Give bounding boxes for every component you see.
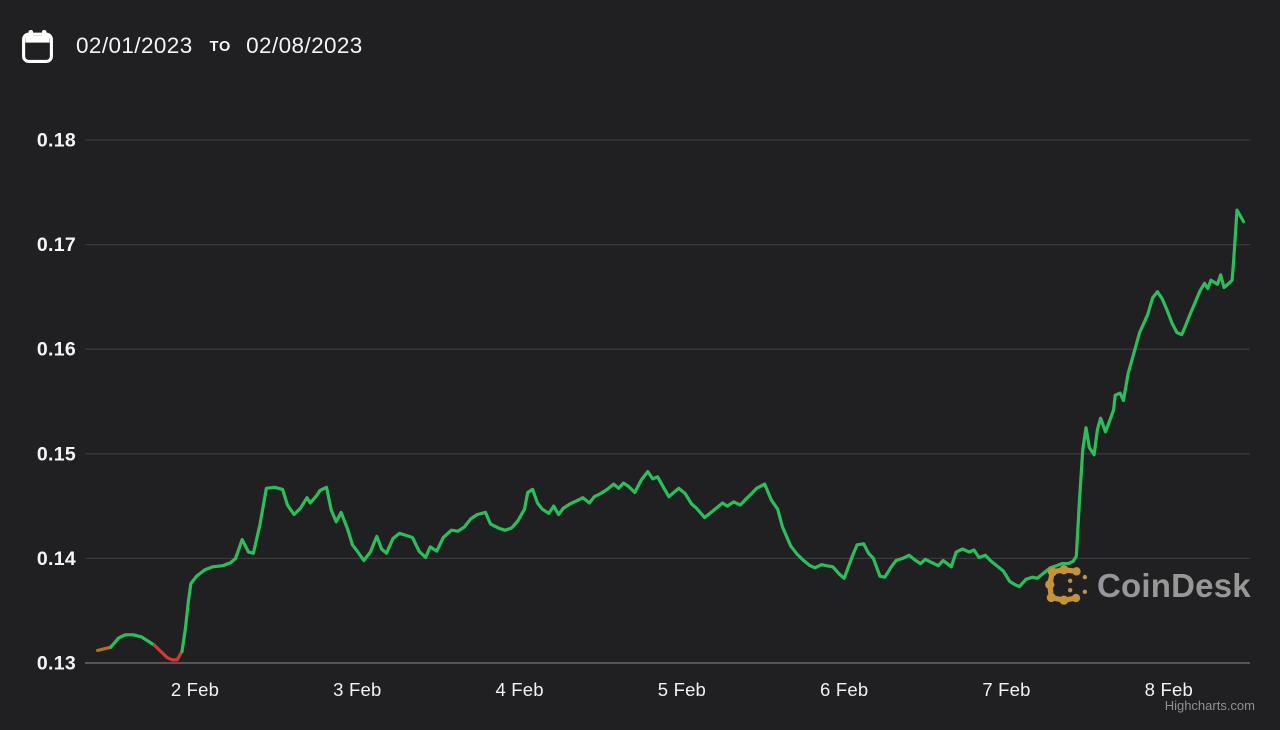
date-to[interactable]: 02/08/2023	[246, 33, 363, 58]
coindesk-logo-icon	[1045, 565, 1088, 605]
calendar-icon	[22, 29, 53, 63]
price-line-segment	[180, 208, 1246, 654]
y-axis-label: 0.15	[37, 443, 76, 465]
y-axis-label: 0.13	[37, 653, 76, 675]
date-range-separator: TO	[209, 39, 232, 55]
x-axis-label: 7 Feb	[982, 679, 1030, 700]
price-line-segment	[95, 645, 113, 653]
price-line-segment	[152, 643, 184, 662]
y-axis-label: 0.16	[37, 339, 76, 361]
y-axis-label: 0.17	[37, 234, 76, 256]
coindesk-watermark: CoinDesk	[1044, 563, 1251, 608]
x-axis-label: 8 Feb	[1145, 679, 1193, 700]
x-axis-label: 2 Feb	[171, 679, 219, 700]
x-axis-label: 3 Feb	[333, 679, 381, 700]
date-range-picker[interactable]: 02/01/2023 TO 02/08/2023	[22, 27, 363, 65]
date-from[interactable]: 02/01/2023	[76, 33, 193, 58]
y-axis-label: 0.14	[37, 548, 76, 570]
x-axis-label: 5 Feb	[658, 679, 706, 700]
y-axis-label: 0.18	[37, 130, 76, 152]
coindesk-wordmark: CoinDesk	[1097, 566, 1251, 604]
price-line-segment	[108, 633, 156, 649]
x-axis-label: 4 Feb	[495, 679, 543, 700]
highcharts-credits[interactable]: Highcharts.com	[1164, 698, 1255, 713]
x-axis-label: 6 Feb	[820, 679, 868, 700]
